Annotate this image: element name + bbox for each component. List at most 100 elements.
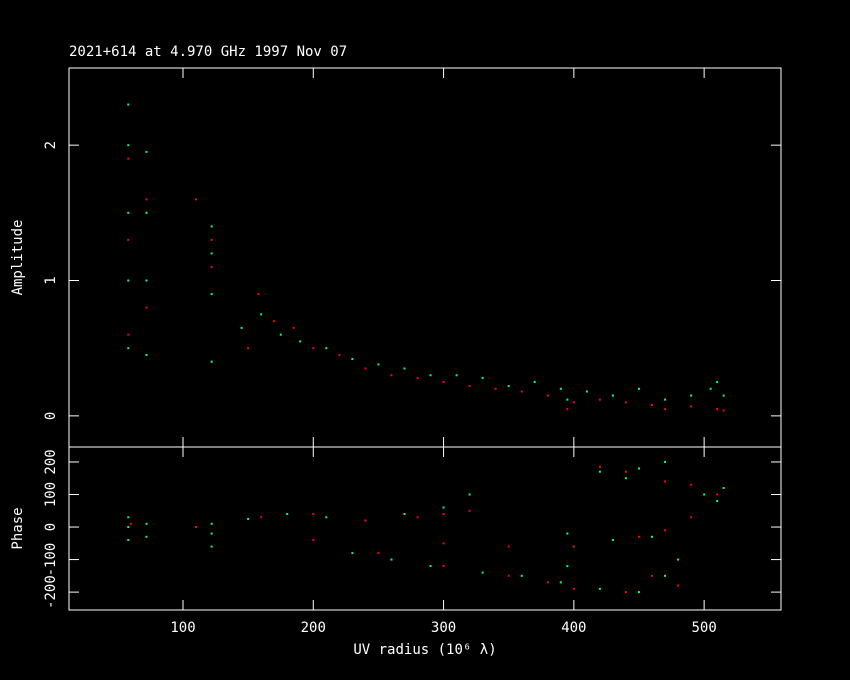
- y-tick-label: 0: [43, 523, 59, 531]
- point: [598, 587, 601, 590]
- point: [257, 293, 260, 296]
- point: [507, 574, 510, 577]
- point: [455, 374, 458, 377]
- point: [351, 358, 354, 361]
- point: [145, 353, 148, 356]
- point: [364, 367, 367, 370]
- point: [559, 387, 562, 390]
- point: [677, 584, 680, 587]
- point: [566, 565, 569, 568]
- point: [722, 486, 725, 489]
- y-tick-label: 200: [43, 449, 59, 474]
- point: [677, 558, 680, 561]
- point: [210, 252, 213, 255]
- point: [127, 144, 130, 147]
- point: [325, 347, 328, 350]
- point: [247, 517, 250, 520]
- point: [664, 460, 667, 463]
- point: [598, 465, 601, 468]
- point: [210, 545, 213, 548]
- point: [210, 265, 213, 268]
- y-tick-label: 1: [43, 276, 59, 284]
- y-axis-label: Phase: [10, 507, 26, 549]
- point: [377, 363, 380, 366]
- point: [572, 587, 575, 590]
- point: [127, 238, 130, 241]
- x-axis-label: UV radius (10⁶ λ): [353, 642, 496, 658]
- point: [210, 293, 213, 296]
- point: [664, 408, 667, 411]
- point: [637, 387, 640, 390]
- point: [611, 394, 614, 397]
- y-tick-label: -200: [43, 575, 59, 609]
- point: [260, 516, 263, 519]
- point: [127, 211, 130, 214]
- point: [127, 333, 130, 336]
- point: [716, 500, 719, 503]
- point: [651, 574, 654, 577]
- point: [210, 225, 213, 228]
- point: [481, 376, 484, 379]
- point: [292, 326, 295, 329]
- point: [210, 360, 213, 363]
- x-tick-label: 300: [431, 620, 456, 636]
- point: [429, 374, 432, 377]
- point: [338, 353, 341, 356]
- point: [690, 483, 693, 486]
- point: [286, 513, 289, 516]
- point: [664, 529, 667, 532]
- point: [624, 477, 627, 480]
- point: [637, 535, 640, 538]
- point: [240, 326, 243, 329]
- point: [145, 279, 148, 282]
- point: [127, 347, 130, 350]
- point: [709, 387, 712, 390]
- point: [390, 374, 393, 377]
- point: [364, 519, 367, 522]
- point: [312, 513, 315, 516]
- point: [572, 545, 575, 548]
- point: [716, 381, 719, 384]
- point: [566, 398, 569, 401]
- point: [716, 493, 719, 496]
- point: [145, 198, 148, 201]
- point: [559, 581, 562, 584]
- point: [598, 470, 601, 473]
- chart-title: 2021+614 at 4.970 GHz 1997 Nov 07: [69, 44, 347, 60]
- point: [312, 539, 315, 542]
- point: [127, 103, 130, 106]
- point: [247, 347, 250, 350]
- point: [637, 591, 640, 594]
- point: [127, 279, 130, 282]
- point: [690, 516, 693, 519]
- y-tick-label: 0: [43, 412, 59, 420]
- point: [429, 565, 432, 568]
- point: [390, 558, 393, 561]
- point: [403, 513, 406, 516]
- point: [507, 545, 510, 548]
- x-tick-label: 100: [170, 620, 195, 636]
- point: [546, 394, 549, 397]
- point: [145, 150, 148, 153]
- point: [481, 571, 484, 574]
- point: [210, 522, 213, 525]
- x-tick-label: 500: [691, 620, 716, 636]
- y-tick-label: 2: [43, 141, 59, 149]
- point: [299, 340, 302, 343]
- x-tick-label: 400: [561, 620, 586, 636]
- y-axis-label: Amplitude: [10, 220, 26, 296]
- point: [520, 390, 523, 393]
- point: [722, 394, 725, 397]
- point: [703, 493, 706, 496]
- point: [624, 470, 627, 473]
- point: [651, 535, 654, 538]
- point: [127, 516, 130, 519]
- point: [598, 398, 601, 401]
- point: [442, 565, 445, 568]
- point: [127, 526, 130, 529]
- point: [664, 574, 667, 577]
- point: [403, 367, 406, 370]
- frame: [68, 67, 782, 448]
- y-tick-label: -100: [43, 543, 59, 577]
- point: [127, 539, 130, 542]
